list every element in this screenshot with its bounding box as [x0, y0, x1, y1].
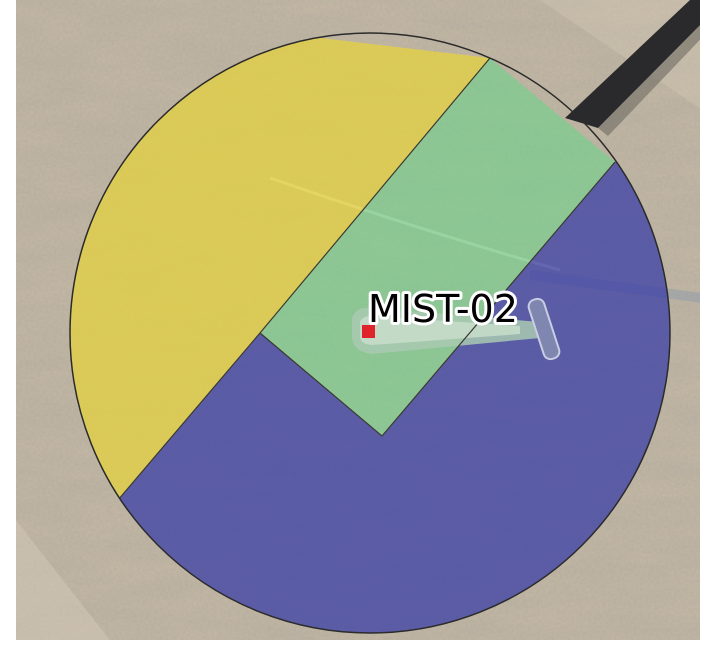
well-pad-center — [360, 316, 520, 345]
well-label: MIST-02 — [368, 287, 518, 331]
road-shoulder — [598, 8, 717, 136]
frame-edge — [0, 640, 717, 653]
road — [565, 0, 717, 128]
zone-boundary — [259, 332, 383, 437]
well-marker[interactable] — [362, 325, 375, 338]
frame-edge — [0, 0, 16, 653]
zone-boundary — [381, 161, 616, 437]
frame-edge — [700, 0, 717, 653]
pad-structure — [527, 297, 561, 361]
radius-circle — [69, 32, 671, 634]
zone-boundary — [117, 332, 261, 501]
zone-blue[interactable] — [0, 80, 717, 653]
zone-green[interactable] — [260, 58, 615, 436]
field-patch — [0, 500, 120, 653]
field-patch — [0, 0, 717, 120]
zone-boundary — [259, 57, 491, 334]
